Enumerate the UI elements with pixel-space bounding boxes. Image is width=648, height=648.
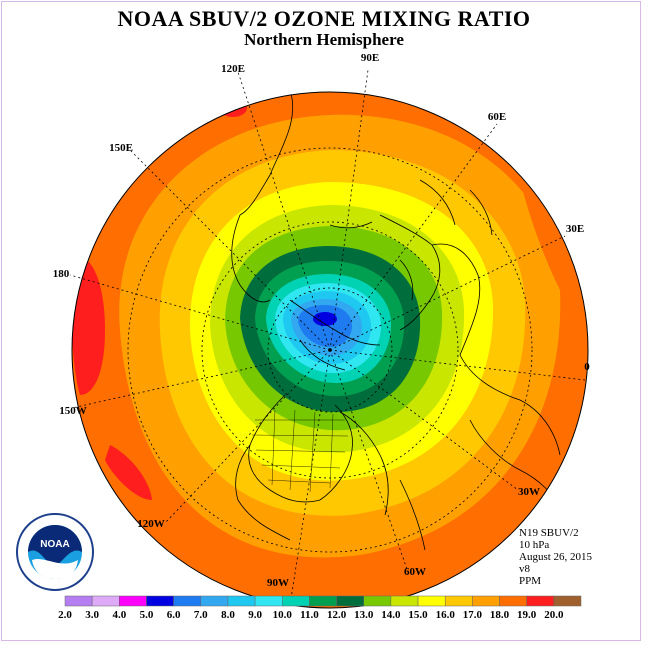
colorbar-swatch	[390, 595, 419, 607]
state-boundaries	[251, 409, 349, 493]
longitude-label: 60W	[404, 566, 426, 578]
colorbar-swatch	[499, 595, 527, 607]
colorbar-swatch	[444, 595, 473, 607]
globe-edge	[71, 91, 589, 609]
colorbar-tick-label: 4.0	[112, 609, 126, 621]
colorbar-tick-label: 3.0	[85, 609, 99, 621]
longitude-label: 180	[53, 268, 70, 280]
longitude-label: 30E	[566, 223, 584, 235]
page-subtitle: Northern Hemisphere	[244, 30, 404, 49]
colorbar-tick-label: 20.0	[544, 609, 564, 621]
longitude-label: 0	[584, 361, 590, 373]
colorbar-swatch	[173, 595, 202, 607]
colorbar-tick-label: 15.0	[408, 609, 428, 621]
colorbar-swatch	[472, 595, 500, 607]
colorbar-swatches	[64, 595, 582, 607]
colorbar-tick-label: 13.0	[354, 609, 374, 621]
colorbar-tick-label: 19.0	[517, 609, 537, 621]
colorbar-swatch	[254, 595, 283, 607]
pressure-label: 10 hPa	[519, 539, 550, 551]
colorbar-tick-label: 14.0	[381, 609, 401, 621]
longitude-label: 150W	[59, 405, 87, 417]
colorbar-tick-label: 18.0	[490, 609, 510, 621]
longitude-label: 90E	[361, 52, 379, 64]
longitude-label: 60E	[488, 111, 506, 123]
colorbar-swatch	[119, 595, 147, 607]
colorbar-swatch	[200, 595, 229, 607]
colorbar-swatch	[227, 595, 256, 607]
colorbar-swatch	[526, 595, 555, 607]
colorbar-tick-label: 16.0	[436, 609, 456, 621]
colorbar-ticks: 2.0 3.0 4.0 5.0 6.0 7.0 8.0 9.0 10.0 11.0 12.0 13.0…	[58, 609, 564, 621]
colorbar-tick-label: 17.0	[463, 609, 483, 621]
colorbar-tick-label: 5.0	[140, 609, 154, 621]
colorbar-swatch	[309, 595, 337, 607]
colorbar-tick-label: 12.0	[327, 609, 347, 621]
colorbar-tick-label: 8.0	[221, 609, 235, 621]
colorbar-tick-label: 7.0	[194, 609, 208, 621]
units-label: PPM	[519, 575, 542, 587]
satellite-label: N19 SBUV/2	[519, 527, 579, 539]
longitude-label: 120W	[137, 518, 165, 530]
longitude-labels: 90E 60E 30E 0 30W 60W 90W 120W 150W 180 150E 120E	[53, 52, 591, 589]
colorbar-tick-label: 6.0	[167, 609, 181, 621]
coastlines	[214, 92, 561, 551]
colorbar-swatch	[146, 595, 174, 607]
colorbar-tick-label: 10.0	[273, 609, 293, 621]
colorbar-tick-label: 2.0	[58, 609, 72, 621]
colorbar-swatch	[91, 595, 120, 607]
colorbar-swatch	[64, 595, 93, 607]
colorbar-tick-label: 11.0	[300, 609, 319, 621]
longitude-label: 30W	[518, 486, 540, 498]
longitude-label: 90W	[267, 577, 289, 589]
colorbar-tick-label: 9.0	[248, 609, 262, 621]
noaa-logo: NOAA	[16, 513, 94, 591]
colorbar-swatch	[553, 595, 582, 607]
page-frame	[1, 1, 641, 641]
version-label: v8	[519, 563, 530, 575]
noaa-logo-text: NOAA	[40, 539, 69, 550]
colorbar-swatch	[417, 595, 446, 607]
graticule	[69, 69, 586, 606]
date-label: August 26, 2015	[519, 551, 593, 563]
page-title: NOAA SBUV/2 OZONE MIXING RATIO	[117, 6, 531, 31]
colorbar-swatch	[363, 595, 392, 607]
colorbar-swatch	[336, 595, 364, 607]
longitude-label: 150E	[109, 142, 133, 154]
colorbar-swatch	[282, 595, 310, 607]
longitude-label: 120E	[221, 63, 245, 75]
